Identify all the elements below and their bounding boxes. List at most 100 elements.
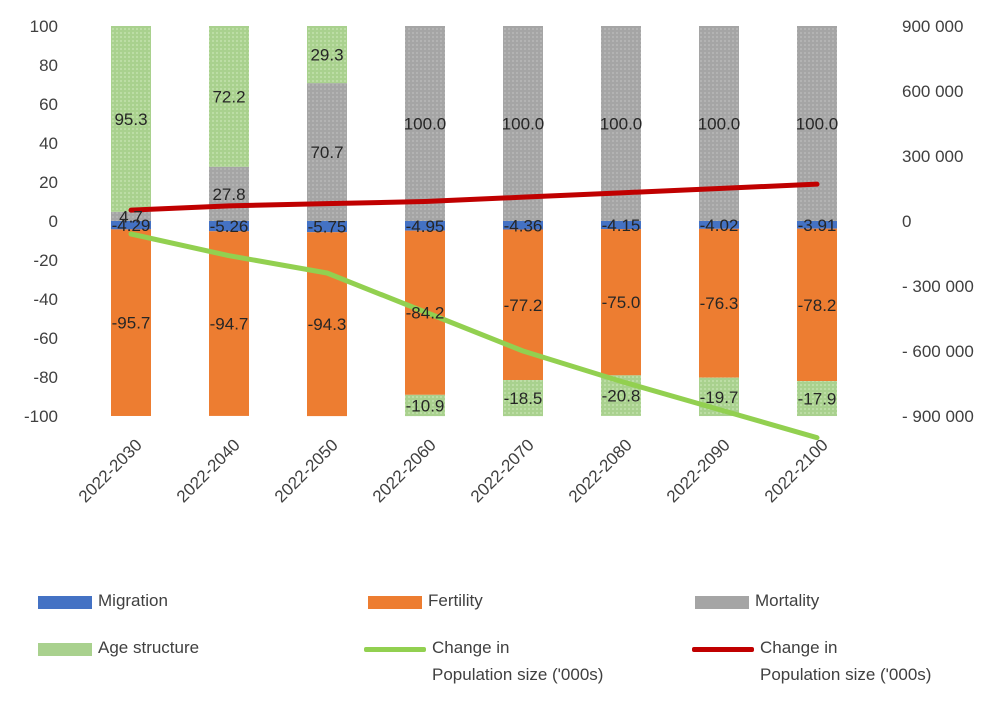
right-axis-tick-label-5: - 600 000	[902, 342, 974, 361]
bar-migration-5	[601, 221, 641, 230]
legend-line-population-red	[692, 647, 754, 652]
bar-mortality-3	[405, 26, 445, 221]
data-label-migration-6: -4.02	[700, 216, 739, 235]
data-label-migration-1: -5.26	[210, 217, 249, 236]
bar-mortality-1	[209, 166, 249, 221]
bar-migration-0	[111, 221, 151, 230]
bar-migration-6	[699, 221, 739, 229]
legend-swatch-migration	[38, 596, 92, 609]
data-label-migration-5: -4.15	[602, 216, 641, 235]
bar-age-structure-1	[209, 26, 249, 167]
bar-fertility-5	[601, 229, 641, 376]
chart-plot: 100 80 60 40 20 0 -20 -40 -60 -80 -100 900 000 600 0…	[24, 17, 974, 506]
data-label-fertility-0: -95.7	[112, 314, 151, 333]
chart-legend: Migration Fertility Mortality Age struct…	[0, 585, 1000, 695]
x-axis-tick-label-7: 2022-2100	[761, 435, 832, 506]
bar-fertility-0	[111, 229, 151, 416]
bar-migration-1	[209, 221, 249, 232]
bar-migration-7	[797, 221, 837, 229]
data-label-age-structure-5: -20.8	[602, 387, 641, 406]
data-label-migration-2: -5.75	[308, 218, 347, 237]
bar-migration-4	[503, 221, 543, 230]
data-label-mortality-4: 100.0	[502, 115, 545, 134]
series-line-population-red	[128, 181, 820, 213]
bar-fertility-2	[307, 232, 347, 417]
legend-item-migration: Migration	[38, 591, 168, 614]
data-label-age-structure-1: 72.2	[212, 87, 245, 106]
legend-item-age-structure: Age structure	[38, 638, 199, 661]
left-axis-tick-label-1: 80	[39, 56, 58, 75]
right-axis-tick-label-1: 600 000	[902, 82, 963, 101]
legend-swatch-fertility	[368, 596, 422, 609]
data-label-fertility-3: -84.2	[406, 304, 445, 323]
x-axis-tick-label-1: 2022-2040	[173, 435, 244, 506]
legend-swatch-age-structure	[38, 643, 92, 656]
data-label-mortality-2: 70.7	[310, 143, 343, 162]
bar-age-structure-2	[307, 26, 347, 84]
left-axis-tick-label-4: 20	[39, 173, 58, 192]
bar-fertility-7	[797, 228, 837, 382]
left-axis-tick-label-7: -40	[33, 290, 58, 309]
left-axis-tick-label-10: -100	[24, 407, 58, 426]
data-label-mortality-5: 100.0	[600, 115, 643, 134]
data-label-migration-3: -4.95	[406, 217, 445, 236]
legend-label-population-green: Change in Population size ('000s)	[432, 638, 604, 684]
data-label-age-structure-0: 95.3	[114, 110, 147, 129]
left-axis-tick-label-3: 40	[39, 134, 58, 153]
left-axis-tick-label-2: 60	[39, 95, 58, 114]
x-axis-tick-label-0: 2022-2030	[75, 435, 146, 506]
bar-age-structure-4	[503, 380, 543, 417]
bar-mortality-0	[111, 211, 151, 221]
bar-mortality-4	[503, 26, 543, 221]
bar-fertility-1	[209, 231, 249, 416]
data-label-age-structure-7: -17.9	[798, 390, 837, 409]
bar-mortality-7	[797, 26, 837, 221]
bar-age-structure-0	[111, 26, 151, 212]
data-label-mortality-3: 100.0	[404, 115, 447, 134]
data-label-migration-0: -4.29	[112, 216, 151, 235]
legend-item-population-green: Change in Population size ('000s)	[364, 638, 603, 688]
legend-line-population-green	[364, 647, 426, 652]
data-label-fertility-7: -78.2	[798, 296, 837, 315]
data-label-fertility-6: -76.3	[700, 294, 739, 313]
left-axis-tick-label-9: -80	[33, 368, 58, 387]
right-axis-tick-label-0: 900 000	[902, 17, 963, 36]
data-label-fertility-5: -75.0	[602, 293, 641, 312]
legend-item-population-red: Change in Population size ('000s)	[692, 638, 931, 688]
data-label-age-structure-3: -10.9	[406, 396, 445, 415]
bar-migration-2	[307, 221, 347, 233]
data-label-migration-7: -3.91	[798, 216, 837, 235]
data-label-age-structure-2: 29.3	[310, 46, 343, 65]
legend-label-fertility: Fertility	[428, 591, 483, 610]
left-axis-tick-label-5: 0	[49, 212, 58, 231]
data-label-age-structure-6: -19.7	[700, 388, 739, 407]
data-label-mortality-1: 27.8	[212, 185, 245, 204]
bar-mortality-5	[601, 26, 641, 221]
data-label-fertility-2: -94.3	[308, 315, 347, 334]
x-axis-tick-label-2: 2022-2050	[271, 435, 342, 506]
right-axis-tick-label-3: 0	[902, 212, 911, 231]
legend-label-population-red: Change in Population size ('000s)	[760, 638, 932, 684]
x-axis-tick-label-4: 2022-2070	[467, 435, 538, 506]
data-label-mortality-6: 100.0	[698, 115, 741, 134]
data-label-fertility-1: -94.7	[210, 315, 249, 334]
data-label-age-structure-4: -18.5	[504, 389, 543, 408]
series-line-population-green	[128, 231, 820, 441]
bar-mortality-2	[307, 83, 347, 221]
bar-migration-3	[405, 221, 445, 231]
legend-swatch-mortality	[695, 596, 749, 609]
bar-fertility-6	[699, 228, 739, 378]
bar-age-structure-3	[405, 394, 445, 417]
left-axis-tick-label-6: -20	[33, 251, 58, 270]
legend-item-fertility: Fertility	[368, 591, 483, 614]
left-axis-tick-label-8: -60	[33, 329, 58, 348]
x-axis-tick-label-6: 2022-2090	[663, 435, 734, 506]
data-label-mortality-7: 100.0	[796, 115, 839, 134]
x-axis-tick-label-5: 2022-2080	[565, 435, 636, 506]
data-label-migration-4: -4.36	[504, 216, 543, 235]
legend-label-migration: Migration	[98, 591, 168, 610]
right-axis-tick-label-6: - 900 000	[902, 407, 974, 426]
legend-label-mortality: Mortality	[755, 591, 820, 610]
legend-label-age-structure: Age structure	[98, 638, 200, 657]
